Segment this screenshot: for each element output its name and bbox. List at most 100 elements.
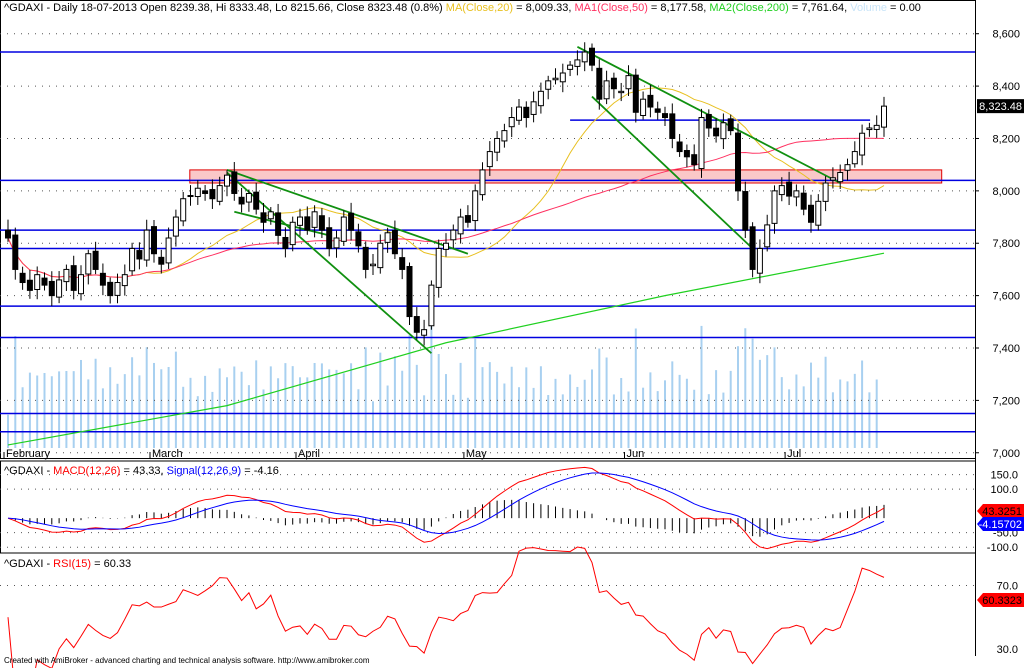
candle-up bbox=[311, 211, 318, 228]
signal-line bbox=[7, 472, 885, 541]
candle-up bbox=[486, 151, 493, 168]
candle-down bbox=[691, 154, 698, 166]
candle-down bbox=[406, 266, 413, 318]
date-label: April bbox=[298, 448, 320, 460]
volume-label: Volume bbox=[850, 2, 887, 14]
candle-down bbox=[260, 212, 267, 223]
candle-down bbox=[399, 257, 406, 270]
trendline bbox=[591, 95, 754, 250]
candle-up bbox=[165, 237, 172, 264]
candle-up bbox=[129, 247, 136, 272]
candle-up bbox=[333, 237, 340, 249]
candle-up bbox=[194, 187, 201, 198]
candle-up bbox=[297, 216, 303, 226]
volume-value: = 0.00 bbox=[886, 2, 921, 14]
rsi-pane-header: ^GDAXI - RSI(15) = 60.33 bbox=[4, 558, 131, 570]
candle-down bbox=[92, 250, 99, 270]
candle-up bbox=[340, 216, 347, 242]
candle-up bbox=[837, 172, 844, 183]
candle-up bbox=[224, 174, 230, 187]
candle-up bbox=[756, 247, 763, 274]
candle-up bbox=[450, 229, 457, 241]
candle-down bbox=[632, 74, 639, 113]
ma50-label: MA1(Close,50) bbox=[574, 2, 648, 14]
rsi-label: RSI(15) bbox=[53, 558, 92, 570]
macd-tick-label: 100.0 bbox=[990, 484, 1018, 496]
candle-down bbox=[362, 246, 369, 270]
candle-up bbox=[421, 329, 428, 336]
candle-down bbox=[41, 277, 48, 286]
candle-up bbox=[289, 221, 296, 246]
candle-down bbox=[800, 192, 807, 210]
candle-up bbox=[793, 190, 800, 198]
candle-up bbox=[370, 263, 376, 267]
candle-up bbox=[143, 229, 150, 261]
candle-down bbox=[355, 231, 362, 247]
trendline bbox=[226, 169, 469, 255]
candle-up bbox=[479, 169, 486, 196]
candle-up bbox=[114, 282, 121, 296]
candle-up bbox=[815, 200, 822, 226]
candle-up bbox=[530, 101, 537, 115]
macd-pane-header: ^GDAXI - MACD(12,26) = 43.33, Signal(12,… bbox=[4, 465, 279, 477]
date-label: May bbox=[466, 448, 487, 460]
candle-up bbox=[698, 117, 705, 170]
price-tick-label: 8,200 bbox=[992, 133, 1020, 145]
last-price-marker bbox=[977, 99, 1024, 114]
candle-down bbox=[19, 272, 26, 284]
candle-up bbox=[771, 190, 778, 224]
candle-up bbox=[618, 90, 625, 94]
candle-up bbox=[245, 192, 252, 203]
candle-up bbox=[552, 77, 559, 81]
candle-down bbox=[187, 195, 194, 198]
candle-up bbox=[764, 224, 771, 248]
rsi-symbol: ^GDAXI - bbox=[4, 558, 54, 570]
candle-down bbox=[735, 132, 741, 192]
price-tick-label: 7,600 bbox=[992, 291, 1020, 303]
date-label: February bbox=[6, 448, 51, 460]
candle-up bbox=[34, 274, 41, 291]
candle-up bbox=[574, 59, 581, 67]
candle-down bbox=[464, 215, 471, 223]
candle-down bbox=[107, 281, 114, 297]
candle-up bbox=[559, 72, 566, 83]
price-tick-label: 7,200 bbox=[992, 395, 1020, 407]
signal-last-marker bbox=[977, 517, 1024, 531]
macd-symbol: ^GDAXI - bbox=[4, 465, 54, 477]
candle-up bbox=[873, 124, 880, 130]
candle-down bbox=[5, 229, 11, 239]
trendline bbox=[226, 171, 432, 354]
candle-up bbox=[625, 75, 632, 90]
candle-down bbox=[48, 280, 55, 297]
signal-value: = -4.16 bbox=[241, 465, 279, 477]
macd-tick-label: 150.0 bbox=[990, 470, 1018, 482]
candle-down bbox=[318, 215, 325, 231]
candle-up bbox=[881, 105, 887, 128]
last-price-label: 8,323.48 bbox=[979, 101, 1022, 113]
rsi-last-marker bbox=[977, 593, 1024, 607]
candle-down bbox=[151, 226, 157, 255]
candle-up bbox=[581, 51, 588, 63]
ma20-line bbox=[7, 87, 885, 279]
candle-down bbox=[596, 67, 603, 100]
ma20-label: MA(Close,20) bbox=[445, 2, 514, 14]
candle-up bbox=[603, 80, 610, 100]
rsi-last-label: 60.3323 bbox=[982, 595, 1022, 607]
candle-down bbox=[209, 189, 216, 200]
candle-up bbox=[180, 198, 187, 222]
ma50-value: = 8,177.58, bbox=[647, 2, 710, 14]
candle-up bbox=[435, 247, 442, 288]
candle-down bbox=[662, 113, 668, 119]
candle-down bbox=[275, 212, 282, 236]
date-label: March bbox=[152, 448, 183, 460]
candle-down bbox=[786, 181, 793, 197]
candle-up bbox=[377, 242, 384, 269]
candle-up bbox=[472, 190, 479, 222]
candle-down bbox=[202, 190, 209, 194]
ma200-line bbox=[7, 252, 885, 446]
candle-up bbox=[428, 284, 435, 327]
candle-down bbox=[727, 118, 734, 132]
macd-last-marker bbox=[977, 504, 1024, 518]
candle-down bbox=[705, 113, 712, 129]
